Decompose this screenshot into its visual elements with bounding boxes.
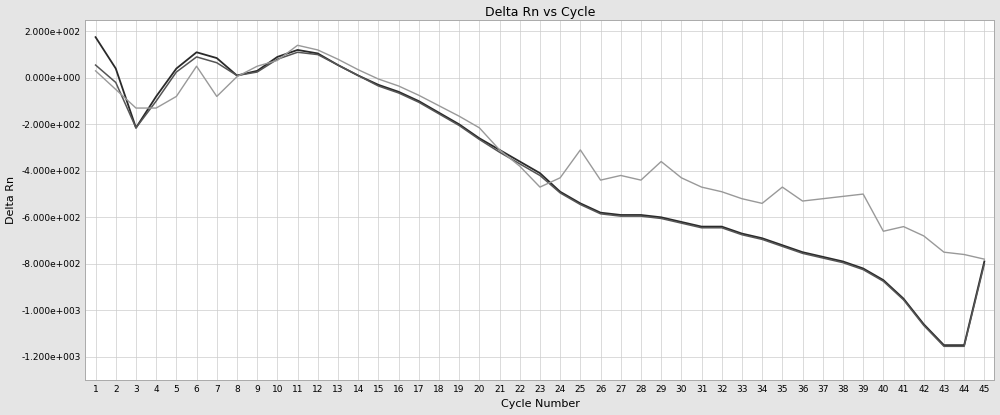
Y-axis label: Delta Rn: Delta Rn (6, 176, 16, 224)
Title: Delta Rn vs Cycle: Delta Rn vs Cycle (485, 5, 595, 19)
X-axis label: Cycle Number: Cycle Number (501, 400, 579, 410)
